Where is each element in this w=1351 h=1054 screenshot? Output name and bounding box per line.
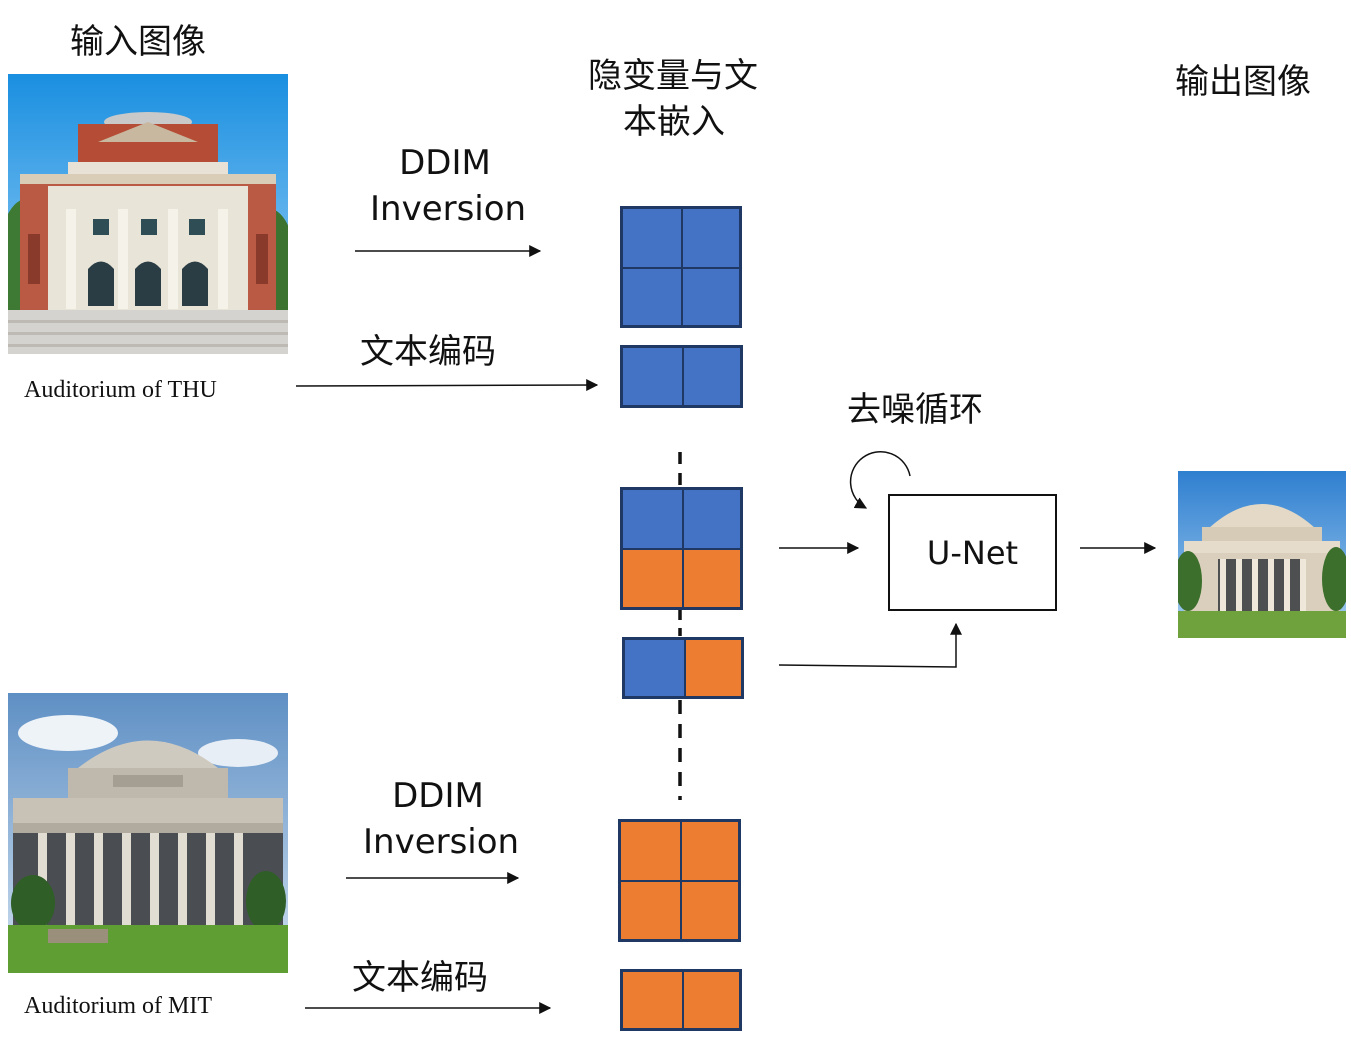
ddim-inversion-top-line1: DDIM	[399, 143, 491, 183]
latent-cell	[683, 489, 741, 549]
latent-text-title-line2: 本嵌入	[623, 102, 725, 142]
latent-cell	[620, 881, 681, 940]
latent-cell	[620, 821, 681, 881]
ddim-inversion-bottom-line1: DDIM	[392, 776, 484, 816]
input-image-title: 输入图像	[70, 22, 206, 62]
output-image	[1178, 471, 1346, 638]
embedding-cell	[624, 639, 685, 697]
latent-grid-thu	[620, 206, 742, 328]
embedding-cell	[683, 971, 740, 1029]
caption-mit: Auditorium of MIT	[24, 993, 212, 1019]
text-encode-top-arrow	[295, 379, 599, 392]
caption-thu: Auditorium of THU	[24, 377, 217, 403]
latent-cell	[622, 489, 683, 549]
embedding-cell	[622, 971, 683, 1029]
latent-grid-mixed	[620, 487, 743, 610]
text-encode-bottom-label: 文本编码	[352, 958, 488, 998]
latent-cell	[681, 881, 739, 940]
embedding-cell	[622, 347, 683, 406]
ddim-inversion-bottom-line2: Inversion	[363, 822, 520, 862]
thu-auditorium-image	[8, 74, 288, 354]
text-embedding-mixed	[622, 637, 744, 699]
latent-cell	[622, 268, 682, 326]
denoise-loop-label: 去噪循环	[847, 390, 983, 430]
text-embedding-thu	[620, 345, 743, 408]
latent-cell	[682, 268, 740, 326]
unet-label: U-Net	[926, 533, 1019, 572]
latent-cell	[622, 208, 682, 268]
latent-cell	[683, 549, 741, 608]
text-encode-top-label: 文本编码	[360, 332, 496, 372]
text-to-unet-arrow	[778, 622, 962, 668]
latent-cell	[681, 821, 739, 881]
latent-cell	[622, 549, 683, 608]
embedding-cell	[683, 347, 741, 406]
denoise-loop-icon	[849, 451, 911, 509]
output-image-title: 输出图像	[1175, 62, 1311, 102]
ddim-inversion-top-line2: Inversion	[370, 189, 527, 229]
latent-grid-mit	[618, 819, 741, 942]
mit-auditorium-image	[8, 693, 288, 973]
embedding-cell	[685, 639, 742, 697]
latent-text-title-line1: 隐变量与文	[588, 56, 758, 96]
unet-box: U-Net	[888, 494, 1057, 611]
latent-cell	[682, 208, 740, 268]
text-embedding-mit	[620, 969, 742, 1031]
